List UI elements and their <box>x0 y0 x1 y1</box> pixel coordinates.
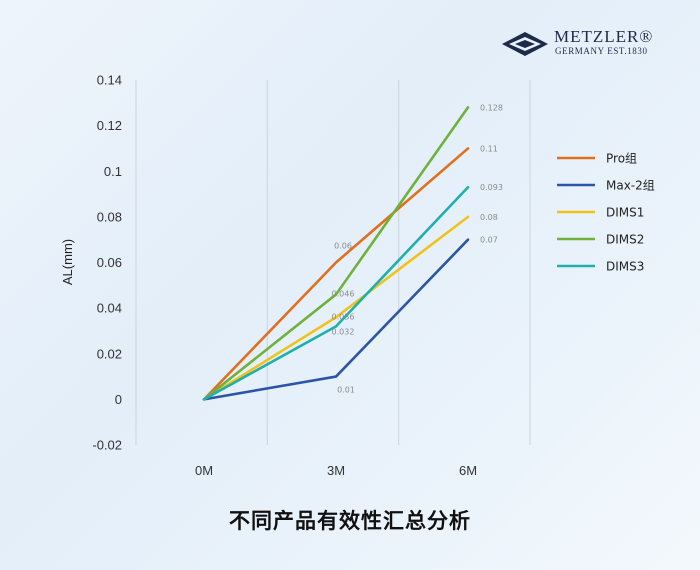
data-label: 0.07 <box>480 236 498 245</box>
y-tick-label: 0.08 <box>97 209 122 224</box>
y-tick-label: 0.12 <box>97 118 122 133</box>
legend-label: Max-2组 <box>606 179 655 193</box>
series-line <box>202 238 470 401</box>
metzler-emblem-icon <box>502 32 548 56</box>
data-label: 0.11 <box>480 144 498 153</box>
brand-tagline: GERMANY EST.1830 <box>555 46 648 56</box>
data-label: 0.032 <box>332 327 355 336</box>
brand-name: METZLER® <box>554 27 654 46</box>
x-tick-label: 3M <box>327 463 345 478</box>
y-tick-label: -0.02 <box>92 438 122 453</box>
y-axis-label: AL(mm) <box>60 239 75 285</box>
data-label: 0.093 <box>480 183 503 192</box>
series-line <box>202 106 470 401</box>
legend-label: DIMS2 <box>606 233 644 247</box>
series-line <box>202 215 470 401</box>
data-label: 0.06 <box>334 242 352 251</box>
x-tick-label: 0M <box>195 463 213 478</box>
data-label: 0.08 <box>480 213 498 222</box>
x-tick-label: 6M <box>459 463 477 478</box>
legend-label: Pro组 <box>606 152 637 166</box>
y-tick-label: 0 <box>115 392 122 407</box>
y-tick-label: 0.04 <box>97 301 122 316</box>
data-label: 0.036 <box>332 312 355 321</box>
data-label: 0.128 <box>480 103 503 112</box>
y-tick-label: 0.14 <box>97 73 122 88</box>
y-tick-label: 0.1 <box>104 164 122 179</box>
y-tick-label: 0.06 <box>97 255 122 270</box>
data-label: 0.01 <box>337 386 355 395</box>
series-line <box>202 185 470 401</box>
data-label: 0.046 <box>332 289 355 298</box>
legend-label: DIMS1 <box>606 206 644 220</box>
chart-title: 不同产品有效性汇总分析 <box>229 509 471 533</box>
y-tick-label: 0.02 <box>97 346 122 361</box>
series-line <box>202 147 470 401</box>
legend-label: DIMS3 <box>606 260 644 274</box>
